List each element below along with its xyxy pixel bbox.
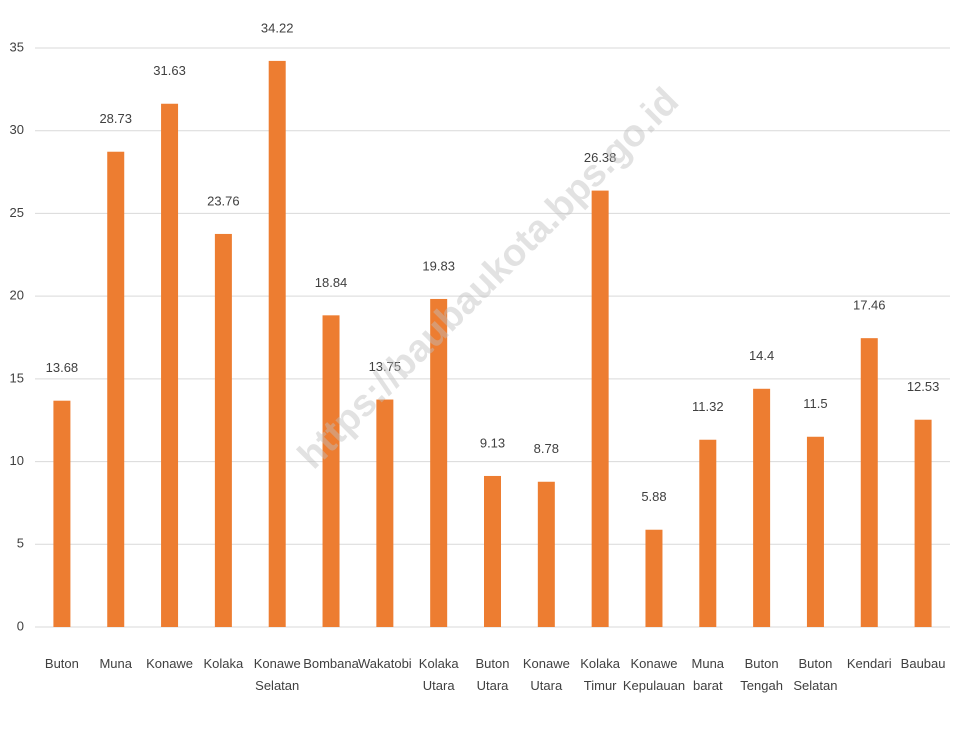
data-label: 28.73 bbox=[99, 111, 132, 126]
y-tick-label: 35 bbox=[10, 39, 24, 54]
x-tick-label: Kendari bbox=[847, 656, 892, 671]
bar bbox=[914, 419, 932, 627]
data-label: 13.75 bbox=[369, 359, 402, 374]
bar bbox=[645, 529, 663, 627]
bar bbox=[537, 481, 555, 627]
data-label: 23.76 bbox=[207, 193, 240, 208]
y-tick-label: 20 bbox=[10, 288, 24, 303]
x-tick-label: Wakatobi bbox=[358, 656, 412, 671]
bar bbox=[591, 190, 609, 627]
x-tick-label: Buton Selatan bbox=[793, 656, 837, 693]
x-tick-label: Buton Tengah bbox=[740, 656, 783, 693]
data-label: 12.53 bbox=[907, 379, 940, 394]
bar bbox=[806, 436, 824, 627]
bar bbox=[430, 298, 448, 627]
x-tick-label: Kolaka bbox=[204, 656, 245, 671]
x-tick-label: Kolaka Timur bbox=[580, 656, 621, 693]
bar bbox=[322, 315, 340, 627]
bar bbox=[107, 151, 125, 628]
x-tick-label: Muna barat bbox=[692, 656, 725, 693]
y-tick-label: 10 bbox=[10, 453, 24, 468]
x-tick-label: Konawe bbox=[146, 656, 193, 671]
data-label: 11.5 bbox=[803, 396, 827, 411]
data-label: 11.32 bbox=[692, 399, 724, 414]
x-tick-label: Muna bbox=[99, 656, 132, 671]
x-tick-label: Baubau bbox=[901, 656, 946, 671]
data-label: 8.78 bbox=[534, 441, 559, 456]
x-tick-label: Bombana bbox=[303, 656, 359, 671]
y-tick-label: 30 bbox=[10, 122, 24, 137]
y-tick-label: 5 bbox=[17, 536, 24, 551]
data-label: 17.46 bbox=[853, 298, 886, 313]
bar bbox=[484, 475, 501, 627]
bar bbox=[753, 388, 771, 627]
data-label: 31.63 bbox=[153, 63, 186, 78]
data-label: 14.4 bbox=[749, 348, 774, 363]
data-label: 34.22 bbox=[261, 20, 294, 35]
bar bbox=[268, 60, 286, 627]
x-tick-label: Konawe Utara bbox=[523, 656, 570, 693]
data-label: 5.88 bbox=[641, 489, 666, 504]
x-tick-label: Konawe Kepulauan bbox=[623, 656, 685, 693]
bar bbox=[376, 399, 394, 627]
x-tick-label: Buton bbox=[45, 656, 79, 671]
bar bbox=[699, 439, 717, 627]
bar bbox=[860, 338, 878, 627]
bar bbox=[161, 103, 179, 627]
data-label: 18.84 bbox=[315, 275, 348, 290]
bar bbox=[53, 400, 71, 627]
bar bbox=[214, 233, 232, 627]
x-tick-label: Kolaka Utara bbox=[419, 656, 460, 693]
data-label: 19.83 bbox=[422, 258, 455, 273]
y-tick-label: 0 bbox=[17, 618, 24, 633]
x-tick-label: Buton Utara bbox=[476, 656, 510, 693]
data-label: 26.38 bbox=[584, 150, 617, 165]
x-tick-label: Konawe Selatan bbox=[254, 656, 301, 693]
data-label: 13.68 bbox=[46, 360, 79, 375]
y-tick-label: 25 bbox=[10, 205, 24, 220]
y-tick-label: 15 bbox=[10, 370, 24, 385]
data-label: 9.13 bbox=[480, 435, 505, 450]
